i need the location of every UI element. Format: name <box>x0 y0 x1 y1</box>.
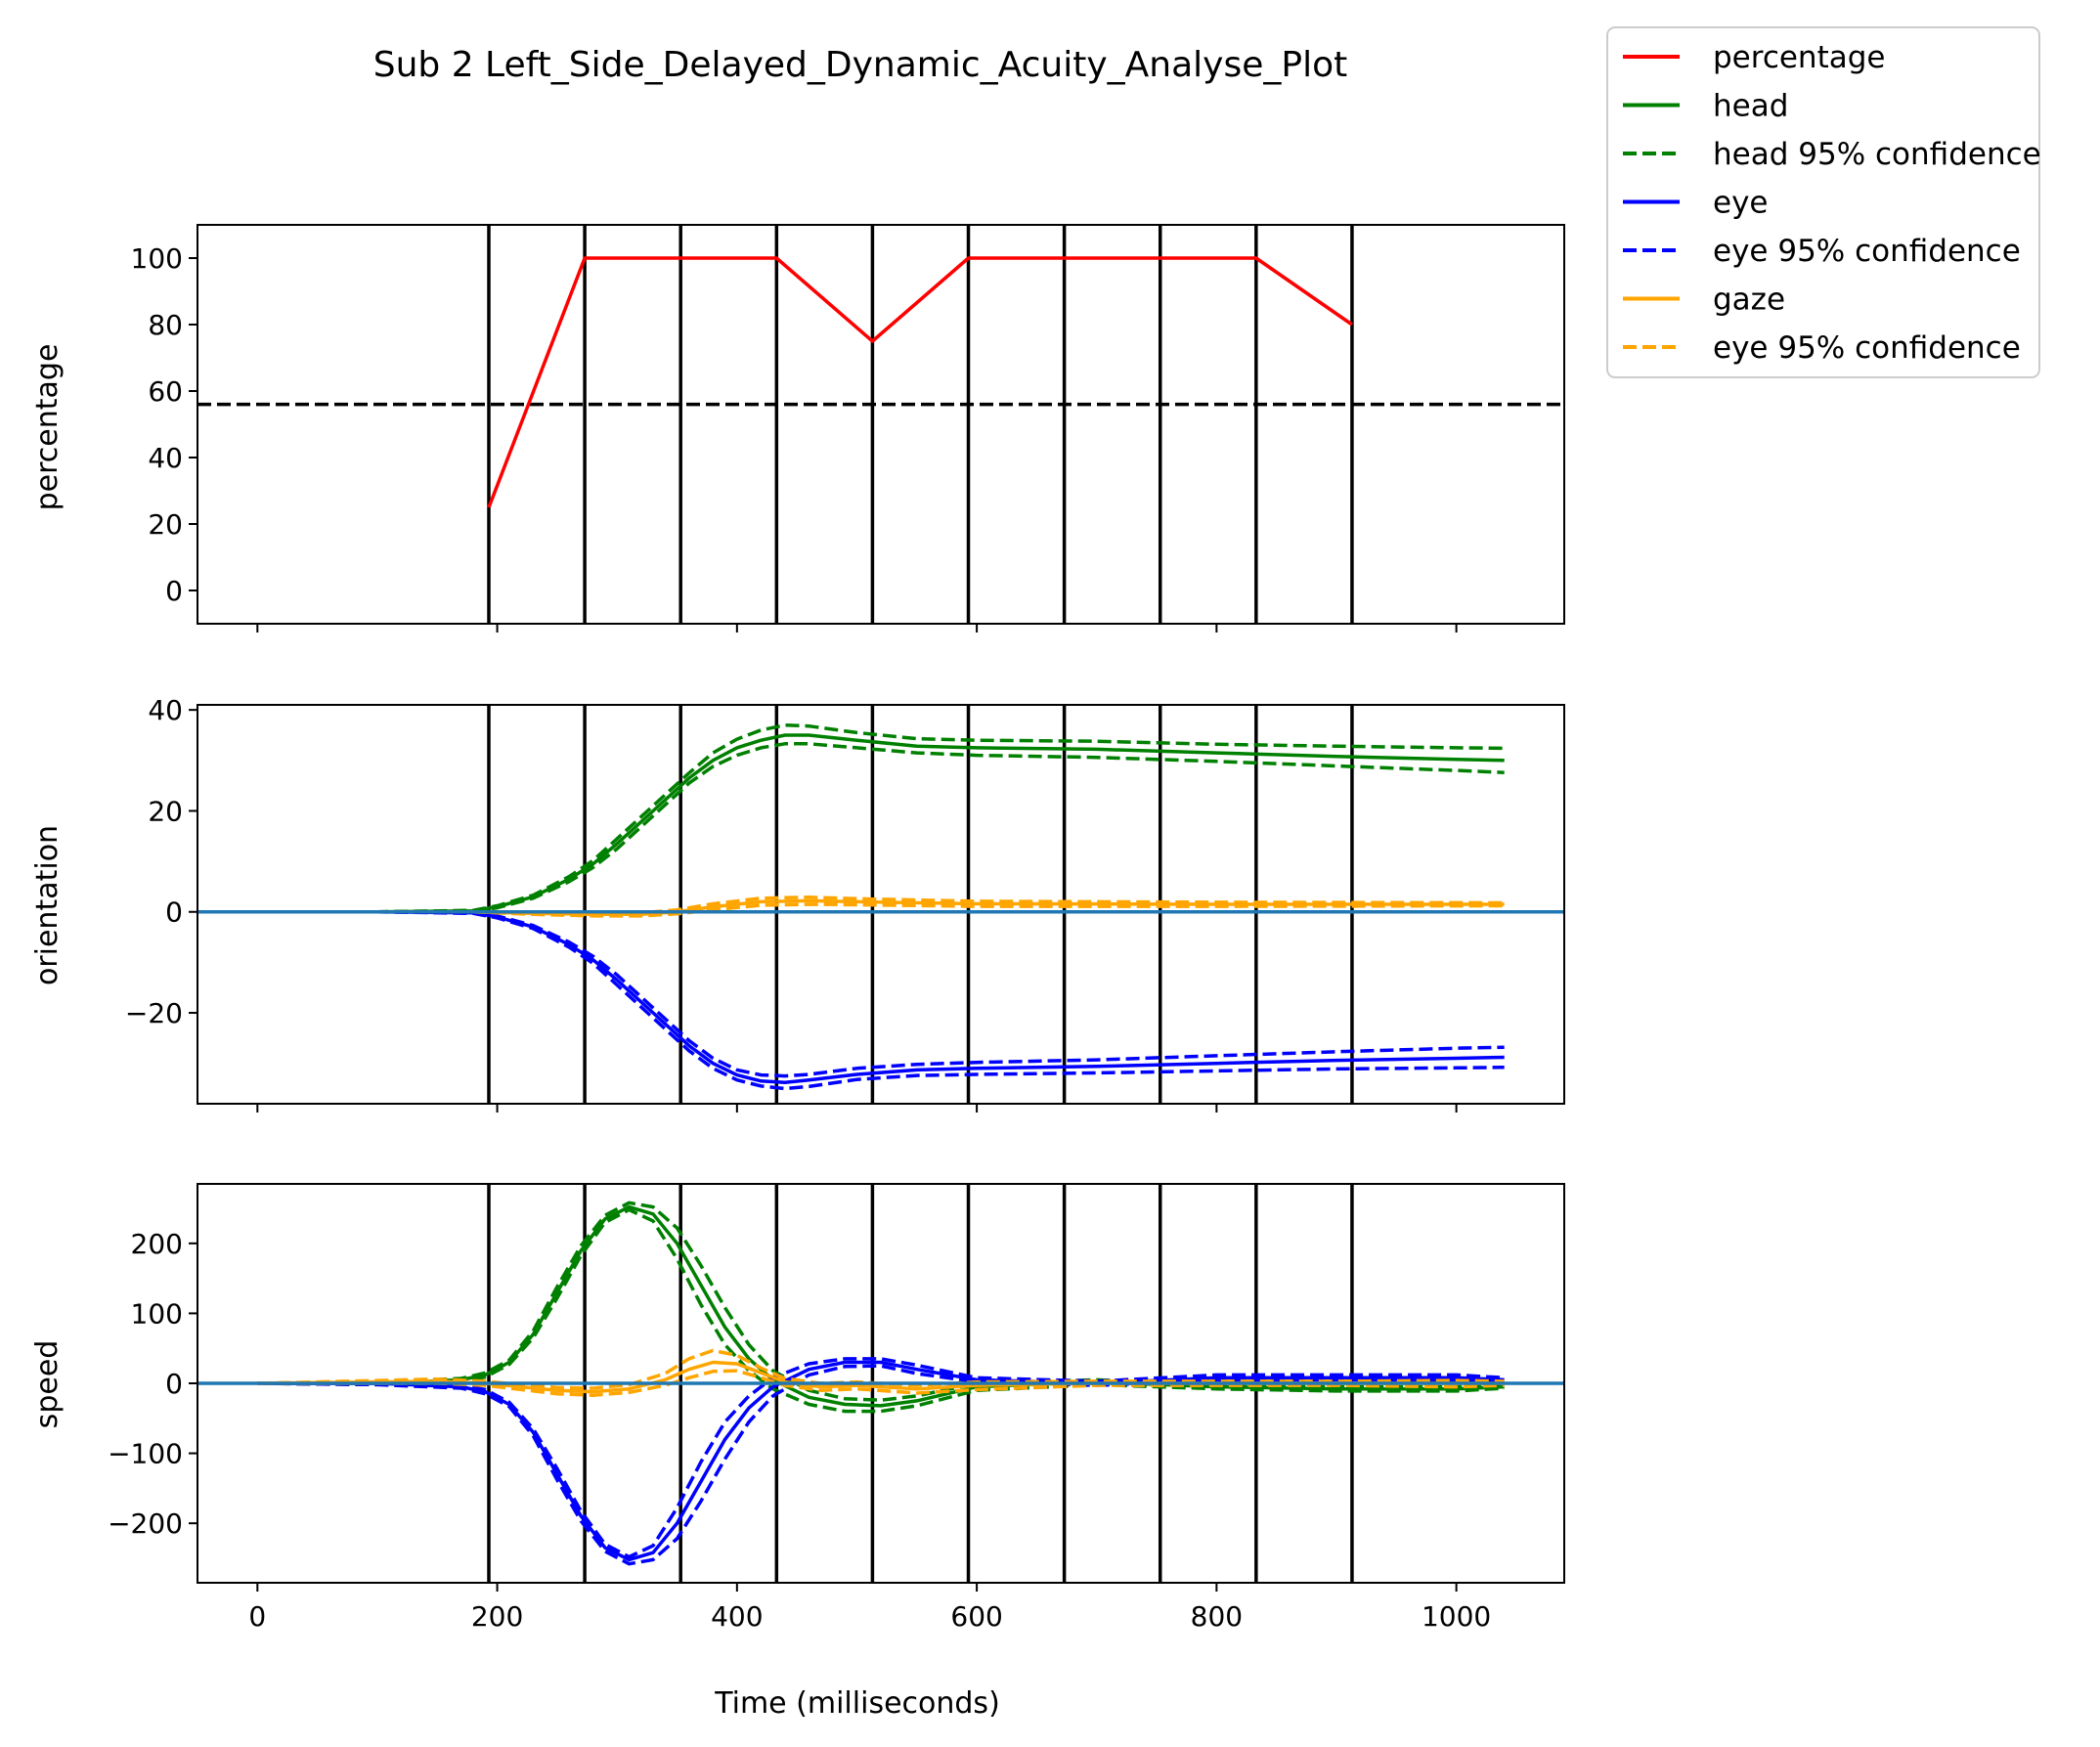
orientation-data-layer <box>197 705 1564 1104</box>
speed-ytick-label: 100 <box>131 1297 183 1330</box>
speed-series-head-95-confidence <box>257 1201 1505 1402</box>
percentage-ytick-label: 0 <box>165 575 183 607</box>
speed-ytick-label: −200 <box>108 1507 183 1540</box>
percentage-ytick-label: 100 <box>131 242 183 275</box>
orientation-ytick-label: 40 <box>148 694 183 726</box>
percentage-data-layer <box>197 225 1564 624</box>
orientation-series-head-95-confidence <box>257 742 1505 914</box>
speed-plot-area: −200 −100 0 100 200 0 200 400 600 800 1000 <box>108 1183 1565 1633</box>
speed-xtick-label: 800 <box>1191 1600 1243 1633</box>
legend-label: head <box>1713 89 1788 124</box>
orientation-series-eye-95-confidence <box>257 902 1505 918</box>
percentage-ytick-label: 60 <box>148 375 183 408</box>
legend-label: head 95% confidence <box>1713 137 2041 172</box>
panel-speed: −200 −100 0 100 200 0 200 400 600 800 1000 speed <box>30 1183 1565 1633</box>
percentage-ylabel: percentage <box>30 344 65 511</box>
speed-series-eye-95-confidence <box>257 1369 1505 1397</box>
legend-label: gaze <box>1713 283 1785 318</box>
speed-series-eye-95-confidence <box>257 1348 1505 1390</box>
legend-items: percentage head head 95% confidence eye eye … <box>1623 40 2041 366</box>
legend-label: percentage <box>1713 40 1885 75</box>
speed-xtick-label: 200 <box>471 1600 523 1633</box>
orientation-ytick-label: 20 <box>148 795 183 827</box>
orientation-ytick-label: 0 <box>165 896 183 929</box>
percentage-ytick-label: 40 <box>148 442 183 474</box>
legend-frame <box>1606 26 2040 378</box>
speed-ytick-label: −100 <box>108 1438 183 1470</box>
percentage-series-percentage <box>487 256 1353 508</box>
chart-title: Sub 2 Left_Side_Delayed_Dynamic_Acuity_A… <box>373 45 1348 85</box>
speed-ylabel: speed <box>30 1340 65 1429</box>
percentage-plot-area: 0 20 40 60 80 100 <box>131 224 1565 633</box>
legend: percentage head head 95% confidence eye eye … <box>1606 26 2041 378</box>
orientation-plot-area: −20 0 20 40 <box>125 694 1565 1113</box>
percentage-axes-frame <box>197 224 1565 625</box>
orientation-ylabel: orientation <box>30 825 65 985</box>
orientation-ytick-label: −20 <box>125 997 183 1029</box>
orientation-series-head-95-confidence <box>257 722 1505 914</box>
percentage-ytick-label: 80 <box>148 309 183 341</box>
panel-percentage: 0 20 40 60 80 100 percentage <box>30 224 1565 633</box>
speed-xtick-label: 1000 <box>1422 1600 1491 1633</box>
percentage-ytick-label: 20 <box>148 508 183 541</box>
x-axis-label: Time (milliseconds) <box>714 1686 1000 1721</box>
orientation-series-eye-95-confidence <box>257 909 1505 1091</box>
speed-xtick-label: 600 <box>950 1600 1002 1633</box>
legend-label: eye 95% confidence <box>1713 330 2021 366</box>
orientation-axes-frame <box>197 704 1565 1105</box>
speed-xtick-label: 400 <box>711 1600 763 1633</box>
speed-xtick-label: 0 <box>248 1600 266 1633</box>
panel-orientation: −20 0 20 40 orientation <box>30 694 1565 1113</box>
speed-ytick-label: 0 <box>165 1368 183 1400</box>
speed-data-layer <box>197 1184 1564 1583</box>
orientation-series-eye-95-confidence <box>257 909 1505 1078</box>
speed-ytick-label: 200 <box>131 1228 183 1260</box>
legend-label: eye <box>1713 186 1769 221</box>
legend-label: eye 95% confidence <box>1713 234 2021 269</box>
